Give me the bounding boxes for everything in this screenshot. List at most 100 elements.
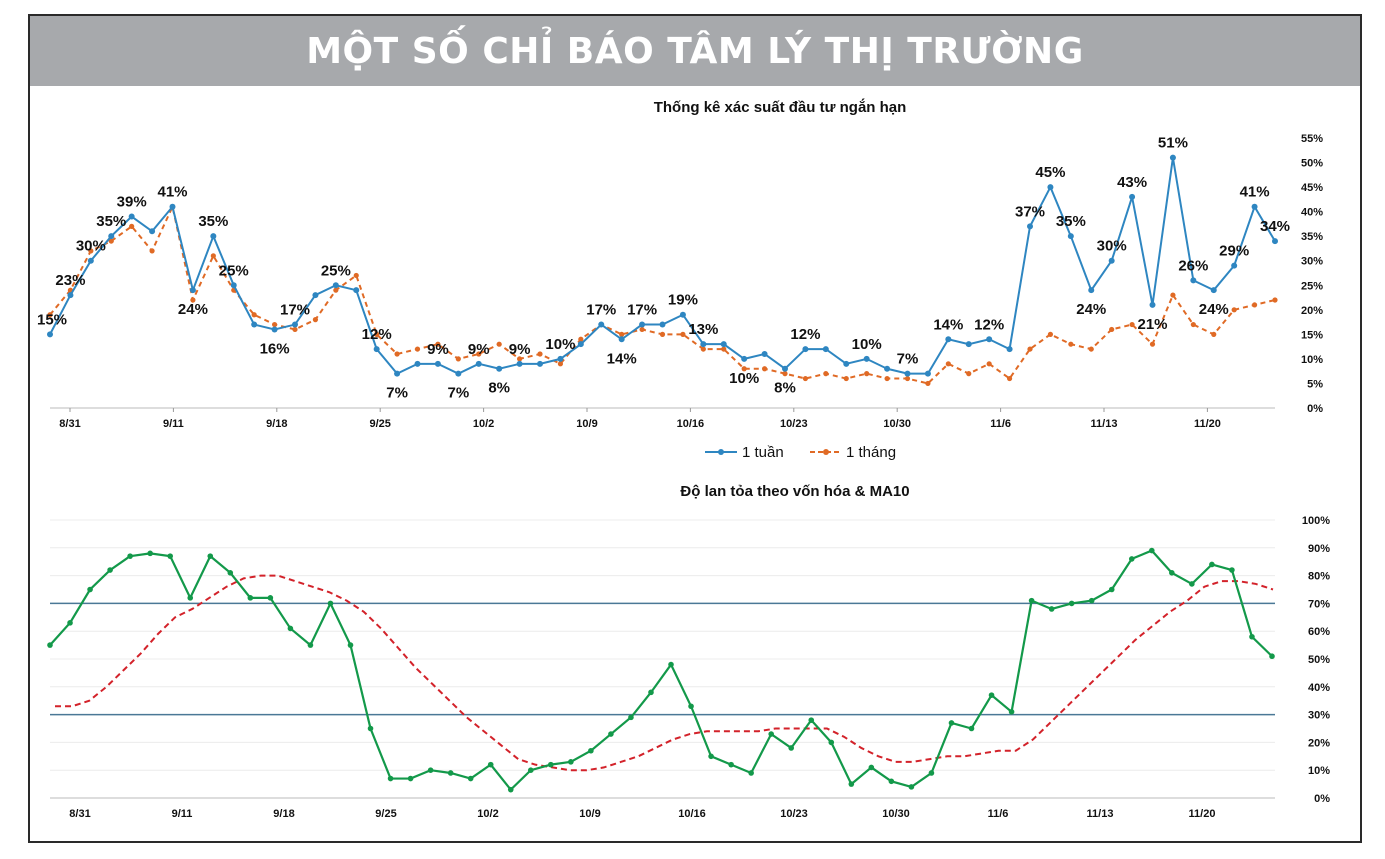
series-1-tuan-point bbox=[700, 341, 707, 348]
chart-2-breadth-point bbox=[447, 770, 454, 776]
series-1-tuan-point bbox=[271, 326, 278, 333]
series-1-tuan-point bbox=[434, 360, 441, 367]
series-1-thang-point bbox=[864, 371, 870, 377]
series-1-tuan-point bbox=[108, 233, 115, 240]
chart-1-y-tick-label: 0% bbox=[1307, 403, 1323, 415]
chart-2-breadth-point bbox=[548, 761, 554, 768]
series-1-thang-point bbox=[476, 351, 482, 357]
chart-2-y-tick-label: 80% bbox=[1308, 571, 1330, 583]
series-1-tuan-point bbox=[332, 282, 339, 289]
series-1-tuan-point bbox=[884, 365, 891, 372]
series-1-tuan-point bbox=[373, 346, 380, 353]
chart-2-breadth-point bbox=[1209, 561, 1215, 568]
chart-2-y-tick-label: 0% bbox=[1314, 793, 1330, 805]
series-1-thang-point bbox=[129, 223, 135, 229]
chart-2-breadth-point bbox=[668, 661, 674, 668]
series-1-tuan-point bbox=[863, 355, 870, 362]
series-1-thang-point bbox=[945, 361, 951, 367]
chart-2-breadth-point bbox=[67, 620, 73, 626]
series-1-tuan-point bbox=[802, 346, 809, 353]
series-1-thang-point bbox=[619, 331, 625, 337]
series-1-tuan-point bbox=[965, 341, 972, 348]
chart-1-data-label: 14% bbox=[607, 350, 637, 367]
series-1-tuan-point bbox=[210, 233, 217, 240]
chart-2-breadth-point bbox=[1169, 570, 1175, 576]
series-1-thang-point bbox=[414, 346, 421, 352]
chart-2-breadth-point bbox=[147, 550, 153, 557]
series-1-thang-point bbox=[1047, 331, 1054, 337]
series-1-thang-point bbox=[394, 351, 400, 357]
chart-2-breadth-point bbox=[988, 692, 995, 698]
chart-2-breadth-point bbox=[247, 595, 254, 601]
series-1-thang-point bbox=[659, 331, 666, 337]
chart-2-breadth-point bbox=[347, 642, 354, 648]
series-1-tuan-point bbox=[1210, 287, 1217, 294]
chart-2-breadth-point bbox=[848, 781, 855, 787]
series-1-thang-point bbox=[1190, 321, 1196, 328]
chart-2-title: Độ lan tỏa theo vốn hóa & MA10 bbox=[680, 483, 909, 500]
chart-2-breadth-point bbox=[127, 553, 133, 559]
banner-title: MỘT SỐ CHỈ BÁO TÂM LÝ THỊ TRƯỜNG bbox=[306, 30, 1084, 72]
series-1-tuan-point bbox=[169, 203, 176, 210]
series-1-thang-point bbox=[721, 346, 727, 352]
series-1-tuan-point bbox=[353, 287, 360, 294]
series-1-tuan-point bbox=[1251, 203, 1258, 210]
chart-2-y-tick-label: 40% bbox=[1308, 682, 1330, 694]
series-1-tuan-point bbox=[945, 336, 952, 343]
chart-2-breadth-point bbox=[1108, 586, 1115, 593]
chart-2-breadth-point bbox=[688, 703, 694, 710]
series-1-thang-point bbox=[1211, 331, 1217, 337]
chart-2-x-tick-label: 10/9 bbox=[579, 808, 600, 820]
chart-1-data-label: 16% bbox=[260, 340, 290, 357]
chart-1-y-tick-label: 15% bbox=[1301, 329, 1323, 341]
chart-1-y-tick-label: 55% bbox=[1301, 133, 1323, 145]
chart-2-x-tick-label: 11/13 bbox=[1087, 808, 1114, 820]
chart-2-breadth-point bbox=[1068, 600, 1075, 607]
series-1-tuan-point bbox=[394, 370, 401, 377]
chart-2-breadth-point bbox=[728, 761, 734, 768]
series-1-thang-point bbox=[884, 375, 890, 382]
series-1-tuan-point bbox=[598, 321, 605, 328]
series-1-thang-point bbox=[537, 351, 543, 357]
chart-2-breadth-point bbox=[868, 764, 875, 771]
chart-1-x-tick-label: 10/30 bbox=[883, 418, 911, 430]
series-1-thang-point bbox=[925, 380, 931, 387]
chart-2-breadth-point bbox=[1088, 597, 1095, 604]
chart-1-data-label: 10% bbox=[729, 370, 759, 387]
chart-1-data-label: 7% bbox=[897, 351, 919, 368]
chart-1-data-label: 24% bbox=[1076, 301, 1106, 318]
series-1-thang-point bbox=[557, 361, 564, 367]
chart-2-y-tick-label: 30% bbox=[1308, 710, 1330, 722]
chart-1-data-label: 12% bbox=[362, 326, 392, 343]
chart-2-y-tick-label: 100% bbox=[1302, 515, 1330, 527]
chart-1-data-label: 21% bbox=[1137, 316, 1167, 333]
chart-1-y-tick-label: 30% bbox=[1301, 256, 1323, 268]
chart-1-data-label: 24% bbox=[178, 301, 208, 318]
chart-1-data-label: 37% bbox=[1015, 203, 1045, 220]
series-1-thang-point bbox=[374, 331, 380, 337]
series-1-tuan-point bbox=[516, 360, 523, 367]
series-1-tuan-point bbox=[679, 311, 686, 318]
chart-1-data-label: 41% bbox=[157, 184, 187, 201]
chart-1-x-tick-label: 10/16 bbox=[677, 418, 705, 430]
chart-1-data-label: 15% bbox=[37, 311, 67, 328]
chart-1-data-label: 24% bbox=[1199, 301, 1229, 318]
series-1-tuan-point bbox=[1047, 184, 1054, 191]
chart-2-breadth-point bbox=[1028, 597, 1035, 604]
chart-1-data-label: 13% bbox=[688, 321, 718, 338]
chart-2-x-tick-label: 8/31 bbox=[69, 808, 90, 820]
chart-2-breadth-point bbox=[928, 770, 935, 776]
series-1-thang-point bbox=[271, 321, 278, 328]
chart-1-y-tick-label: 45% bbox=[1301, 182, 1323, 194]
chart-1-data-label: 12% bbox=[974, 316, 1004, 333]
series-1-thang-point bbox=[1129, 321, 1135, 328]
series-1-tuan-point bbox=[251, 321, 258, 328]
series-1-thang-point bbox=[823, 371, 829, 377]
series-1-tuan-point bbox=[1129, 193, 1136, 200]
chart-2-x-tick-label: 10/23 bbox=[780, 808, 808, 820]
series-1-tuan-point bbox=[230, 282, 237, 289]
series-1-thang-point bbox=[353, 272, 359, 279]
series-1-tuan-point bbox=[1006, 346, 1013, 353]
series-1-thang-point bbox=[455, 356, 461, 362]
series-1-thang-point bbox=[843, 375, 849, 382]
